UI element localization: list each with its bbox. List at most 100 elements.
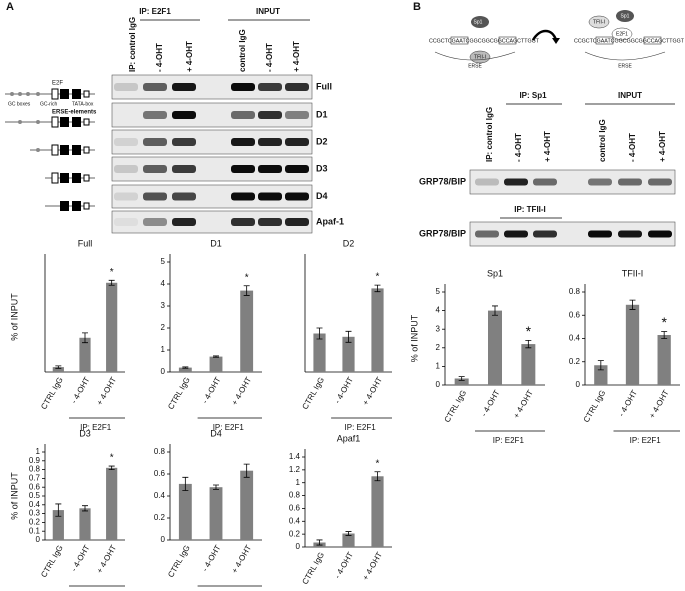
panel-label: A [6,1,14,13]
y-tick-label: 0.6 [569,310,581,319]
bar [488,310,502,385]
x-axis-label: IP: E2F1 [630,436,662,445]
error-bar [108,279,115,286]
gel-band [114,138,138,146]
error-bar [597,360,604,371]
gel-band [258,83,282,91]
bar [178,483,192,540]
diagram-label: ERSE-elements [52,110,97,116]
x-tick-label: - 4-OHT [617,388,639,418]
gel-band [648,230,672,238]
protein-label: E2F1 [616,31,628,37]
error-bar [55,503,62,517]
y-tick-label: 0.6 [29,482,41,491]
diagram-label: ERSE [468,63,482,69]
diagram-label: ERSE [618,63,632,69]
x-tick-label: CTRL IgG [443,389,469,424]
gel-images: GRP78/BIP GRP78/BIP [419,169,676,247]
sequence: CCGCTCGAATCGGCGGCGGCCAGCTTGGT [429,38,540,44]
lane-label: - 4-OHT [155,43,164,72]
y-tick-label: 0.5 [29,491,41,500]
gel-band [285,83,309,91]
lane-label: control IgG [238,29,247,72]
sequence: CCGCTCGAATCGGCGGCGGCCAGCTTGGT [574,38,685,44]
bar [52,510,64,540]
gel-band [504,230,528,238]
gel-band [114,165,138,173]
gel-band [475,230,499,238]
gel-row-label: D4 [316,191,328,201]
y-tick-label: 0.9 [29,456,41,465]
chart-title: Sp1 [487,268,503,278]
y-tick-label: 5 [161,257,166,266]
error-bar [108,465,115,470]
y-tick-label: 0.2 [154,513,166,522]
x-tick-label: + 4-OHT [647,388,670,419]
bar [371,288,384,372]
bar [371,476,384,547]
x-axis-label: IP: E2F1 [345,423,377,432]
chart-title: D1 [210,238,222,248]
bar [342,336,355,372]
x-tick-label: CTRL IgG [39,376,65,411]
y-tick-label: 0.8 [569,287,581,296]
error-bar [458,376,465,381]
y-tick-label: 0.3 [29,509,41,518]
bar [209,487,223,540]
y-tick-label: 5 [436,287,441,296]
error-bar [55,365,62,369]
gel-band [648,178,672,186]
y-tick-label: 0.6 [154,469,166,478]
y-tick-label: 0.1 [29,526,41,535]
x-tick-label: CTRL IgG [300,376,326,411]
significance-mark: * [526,323,532,339]
gel-row-label: D1 [316,109,328,119]
significance-mark: * [376,272,380,283]
gel-band [588,178,612,186]
y-tick-label: 0 [296,542,301,551]
significance-mark: * [376,458,380,469]
y-tick-label: 0.6 [289,504,301,513]
binding-diagram [434,10,666,64]
gel-band [143,192,167,201]
bar [106,467,118,540]
x-tick-label: CTRL IgG [166,376,192,411]
error-bar [374,284,381,293]
y-tick-label: 2 [161,323,166,332]
error-bar [243,463,250,478]
lane-label: - 4-OHT [628,133,637,162]
gel-band [618,178,642,186]
x-tick-label: + 4-OHT [512,388,535,419]
diagram-label: GC-rich [40,101,57,107]
bar [454,378,469,385]
chart-title: D3 [79,428,91,438]
promoter-diagram [5,88,95,211]
y-tick-label: 1 [436,362,441,371]
x-tick-label: CTRL IgG [166,544,192,579]
gel-band [285,165,309,173]
error-bar [374,471,381,482]
x-axis-label: IP: E2F1 [493,436,525,445]
y-tick-label: 0.4 [154,491,166,500]
y-tick-label: 0.8 [289,491,301,500]
significance-mark: * [110,267,114,278]
diagram-label: TATA-box [72,101,94,107]
bar [657,335,671,385]
lane-label: + 4-OHT [658,131,667,162]
x-tick-label: - 4-OHT [69,375,91,405]
chart-title: TFII-I [622,268,644,278]
gel-row-label: D2 [316,136,328,146]
gel-band [172,218,196,226]
x-tick-label: - 4-OHT [200,375,222,405]
bar [79,337,91,372]
gel-band [231,111,255,119]
y-tick-label: 1 [296,478,301,487]
significance-mark: * [110,453,114,464]
group-label: IP: TFII-I [514,205,546,214]
gel-strip [111,184,313,209]
bar [240,470,254,540]
chart-title: D2 [343,238,355,248]
gel-band [231,218,255,226]
lane-label: IP: control IgG [485,107,494,162]
